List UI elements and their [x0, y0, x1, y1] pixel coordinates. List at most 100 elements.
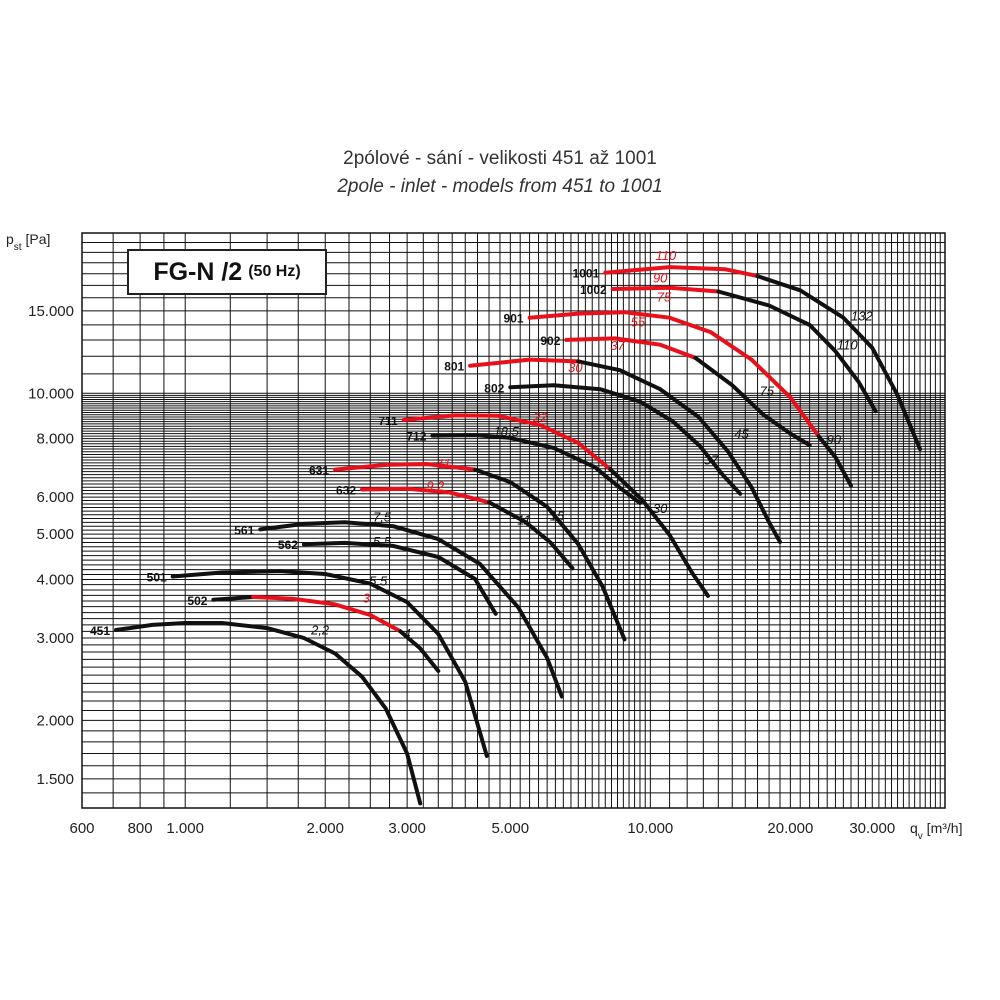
y-tick-label: 8.000 — [36, 431, 74, 448]
curve-segment-black — [816, 434, 853, 488]
power-label: 9,2 — [426, 478, 445, 493]
power-label: 15 — [550, 508, 565, 523]
curve-802 — [508, 383, 743, 496]
curve-segment-red — [251, 595, 403, 634]
power-label: 110 — [656, 248, 677, 263]
curve-segment-black — [258, 520, 564, 699]
curve-1002 — [610, 285, 878, 414]
curve-segment-red — [603, 265, 760, 279]
curve-label-562: 562 — [278, 538, 298, 552]
model-badge: FG-N /2 (50 Hz) — [127, 249, 327, 295]
x-tick-label: 800 — [128, 820, 153, 837]
curve-segment-red — [610, 285, 721, 294]
curve-segment-black — [211, 595, 256, 602]
y-axis-ticks: 1.500 2.000 3.000 4.000 5.000 6.000 8.000 10.00… — [28, 303, 74, 788]
y-axis-label: pst [Pa] — [6, 231, 50, 253]
curve-label-501: 501 — [147, 571, 167, 585]
curve-segment-black — [755, 274, 922, 452]
grid — [81, 232, 946, 809]
curve-632 — [360, 486, 575, 571]
y-tick-label: 3.000 — [36, 630, 74, 647]
curve-segment-black — [170, 569, 489, 758]
plot-frame — [81, 232, 946, 809]
curve-label-1002: 1002 — [580, 283, 607, 297]
curve-label-561: 561 — [234, 523, 254, 537]
curve-801 — [468, 357, 782, 544]
power-label: 3 — [363, 591, 371, 606]
power-label: 4 — [404, 626, 411, 641]
curve-label-451: 451 — [90, 624, 110, 638]
power-label: 5,5 — [369, 574, 388, 589]
power-label: 22 — [532, 410, 548, 425]
power-label: 45 — [734, 427, 749, 442]
curve-label-801: 801 — [444, 360, 464, 374]
x-tick-label: 5.000 — [492, 820, 530, 837]
x-tick-label: 2.000 — [306, 820, 344, 837]
y-tick-label: 10.000 — [28, 385, 74, 402]
chart-title-english: 2pole - inlet - models from 451 to 1001 — [337, 176, 663, 197]
curve-segment-black — [301, 540, 498, 616]
x-tick-label: 30.000 — [849, 820, 895, 837]
curve-segment-red — [401, 413, 613, 472]
curve-segment-black — [693, 355, 812, 448]
y-tick-label: 4.000 — [36, 572, 74, 589]
curve-segment-black — [487, 500, 575, 571]
curve-segment-red — [333, 462, 478, 472]
curve-711 — [401, 413, 710, 598]
curve-562 — [301, 540, 498, 616]
x-axis-ticks: 600 800 1.000 2.000 3.000 5.000 10.000 20.000 30… — [69, 820, 895, 837]
curve-label-712: 712 — [406, 430, 426, 444]
power-label: 11 — [517, 512, 531, 527]
curve-label-711: 711 — [378, 414, 398, 428]
power-label: 18,5 — [494, 424, 520, 439]
curve-902 — [564, 336, 812, 448]
curve-segment-black — [430, 433, 642, 505]
power-label: 75 — [657, 290, 672, 305]
curve-segment-black — [398, 629, 441, 673]
curve-label-1001: 1001 — [573, 267, 600, 281]
power-label: 30 — [568, 360, 583, 375]
y-tick-label: 6.000 — [36, 489, 74, 506]
x-tick-label: 1.000 — [166, 820, 204, 837]
curve-502 — [211, 595, 441, 673]
curve-label-902: 902 — [540, 334, 560, 348]
curve-segment-black — [608, 467, 710, 598]
curve-segment-black — [473, 467, 627, 642]
curve-segment-black — [114, 621, 423, 806]
power-label: 90 — [653, 270, 668, 285]
curve-451 — [114, 621, 423, 806]
curve-segment-black — [576, 359, 782, 544]
curve-901 — [527, 310, 853, 488]
power-label: 37 — [704, 452, 719, 467]
chart-title-czech: 2pólové - sání - velikosti 451 až 1001 — [343, 148, 657, 169]
curve-segment-black — [508, 383, 743, 496]
fan-curves — [114, 265, 922, 806]
curve-segment-black — [716, 289, 878, 414]
power-label: 37 — [610, 338, 625, 353]
model-frequency: (50 Hz) — [248, 263, 301, 280]
curve-segment-red — [564, 336, 698, 360]
curve-561 — [258, 520, 564, 699]
y-tick-label: 2.000 — [36, 712, 74, 729]
power-label: 11 — [437, 456, 451, 471]
curve-1001 — [603, 265, 922, 452]
power-label: 90 — [827, 432, 842, 447]
curve-segment-red — [360, 486, 491, 505]
power-label: 55 — [631, 314, 646, 329]
power-label: 75 — [760, 383, 775, 398]
curve-label-802: 802 — [484, 381, 504, 395]
curve-712 — [430, 433, 642, 505]
curve-label-502: 502 — [187, 594, 207, 608]
curve-label-631: 631 — [309, 464, 329, 478]
power-label: 30 — [653, 501, 668, 516]
y-tick-label: 1.500 — [36, 771, 74, 788]
power-label: 7,5 — [373, 510, 392, 525]
curve-label-632: 632 — [336, 483, 356, 497]
x-axis-label: qv [m³/h] — [910, 820, 962, 842]
x-tick-label: 10.000 — [627, 820, 673, 837]
x-tick-label: 3.000 — [388, 820, 426, 837]
curve-segment-red — [468, 357, 581, 368]
y-tick-label: 5.000 — [36, 526, 74, 543]
curve-labels: 451 2,2 502 3 4 501 5,5 562 5,5 561 7,5 632 9,2 11 631… — [90, 248, 874, 641]
